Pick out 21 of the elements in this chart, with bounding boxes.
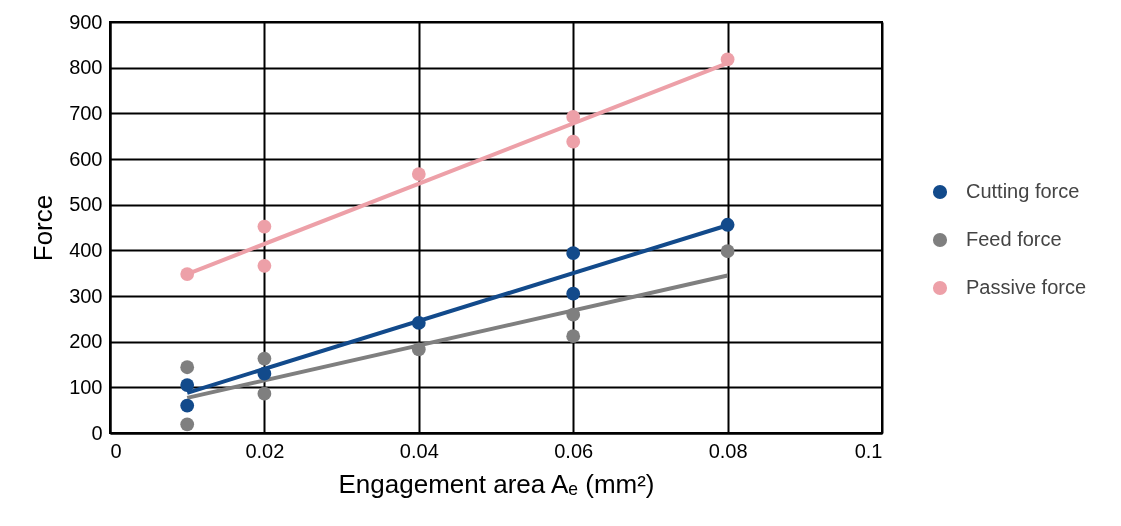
y-tick-label: 700 xyxy=(69,101,103,124)
y-tick-label: 100 xyxy=(69,375,103,398)
y-tick-label: 600 xyxy=(69,147,103,170)
legend-label: Cutting force xyxy=(966,180,1080,202)
y-tick-label: 200 xyxy=(69,330,103,353)
y-tick-label: 900 xyxy=(69,10,103,33)
legend-label: Feed force xyxy=(966,228,1062,250)
x-tick-label: 0.1 xyxy=(854,439,883,462)
x-tick-label: 0 xyxy=(110,439,122,462)
y-axis-title: Force xyxy=(28,194,59,262)
y-tick-label: 500 xyxy=(69,193,103,216)
y-tick-label: 300 xyxy=(69,284,103,307)
x-tick-label: 0.02 xyxy=(245,439,285,462)
x-tick-label: 0.04 xyxy=(399,439,439,462)
x-tick-label: 0.06 xyxy=(554,439,594,462)
y-tick-label: 800 xyxy=(69,56,103,79)
y-tick-label: 400 xyxy=(69,238,103,261)
x-axis-title: Engagement area Aₑ (mm²) xyxy=(338,468,655,499)
y-tick-label: 0 xyxy=(91,421,103,444)
legend-label: Passive force xyxy=(966,276,1087,298)
x-tick-label: 0.08 xyxy=(708,439,748,462)
